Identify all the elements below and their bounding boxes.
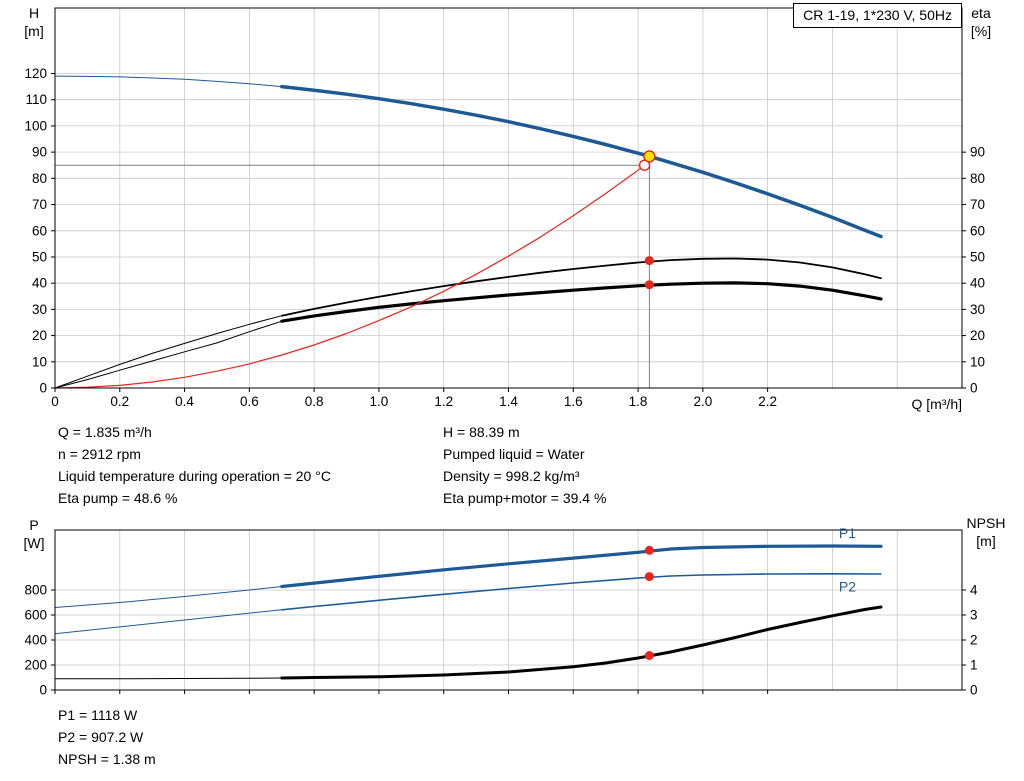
x-tick-label: 1.4 (499, 394, 518, 409)
curve-eta-pump-lead (54, 315, 283, 389)
curve-npsh-lead (54, 677, 283, 680)
eta-axis-label: eta (971, 5, 991, 21)
curve-eta-pump (280, 257, 882, 317)
left-tick-label: 100 (24, 118, 47, 133)
curve-eta-pump-motor (280, 281, 883, 323)
left-tick-label: 50 (32, 249, 47, 264)
info-density: Density = 998.2 kg/m³ (443, 468, 580, 484)
curve-npsh (280, 605, 883, 680)
npsh-point (644, 651, 654, 660)
left-tick-label: 0 (39, 683, 47, 698)
eta-pump-point (644, 256, 654, 266)
info-speed: n = 2912 rpm (58, 446, 141, 462)
x-tick-label: 0.6 (240, 394, 259, 409)
eta-axis-unit: [%] (970, 23, 992, 39)
p-axis-title: P [W] (14, 516, 54, 552)
right-tick-label: 30 (970, 302, 985, 317)
left-tick-label: 20 (32, 328, 47, 343)
x-tick-label: 2.2 (758, 394, 777, 409)
p1-point (644, 545, 654, 555)
left-tick-label: 120 (24, 66, 47, 81)
series-label-P2: P2 (839, 578, 856, 594)
curve-eta-pump-motor-lead (54, 320, 283, 389)
curve-system-curve (54, 164, 646, 389)
power-npsh-chart[interactable]: 0 200 400 600 800 0 1 2 3 4 P1 P2 (0, 505, 1024, 705)
x-tick-label: 2.0 (693, 394, 712, 409)
duty-info-col2: H = 88.39 m Pumped liquid = Water Densit… (443, 421, 606, 509)
left-tick-label: 90 (32, 145, 47, 160)
right-tick-label: 1 (970, 658, 978, 673)
x-tick-label: 1.0 (370, 394, 389, 409)
x-tick-label: 1.2 (434, 394, 453, 409)
right-tick-label: 2 (970, 633, 978, 648)
p-axis-label: P (29, 517, 39, 533)
left-tick-label: 80 (32, 171, 47, 186)
x-tick-label: 0.8 (305, 394, 324, 409)
npsh-axis-label: NPSH (966, 515, 1006, 531)
info-eta-pump: Eta pump = 48.6 % (58, 490, 178, 506)
p-axis-unit: [W] (23, 535, 45, 551)
eta-pump-motor-point (644, 280, 654, 290)
curve-p1-lead (54, 586, 283, 608)
p2-point (644, 572, 654, 582)
right-tick-label: 40 (970, 276, 985, 291)
power-info: P1 = 1118 W P2 = 907.2 W NPSH = 1.38 m (58, 704, 156, 770)
npsh-axis-unit: [m] (976, 533, 996, 549)
left-tick-label: 200 (24, 658, 47, 673)
x-tick-label: 0 (51, 394, 59, 409)
info-head: H = 88.39 m (443, 424, 520, 440)
x-tick-label: 0.2 (110, 394, 129, 409)
left-tick-label: 30 (32, 302, 47, 317)
left-tick-label: 600 (24, 608, 47, 623)
right-tick-label: 80 (970, 171, 985, 186)
info-flow: Q = 1.835 m³/h (58, 424, 152, 440)
left-tick-label: 10 (32, 354, 47, 369)
curve-p2-lead (54, 609, 283, 635)
right-tick-label: 70 (970, 197, 985, 212)
right-tick-label: 0 (970, 381, 978, 396)
h-axis-label: H (28, 5, 40, 21)
eta-axis-title: eta [%] (958, 4, 1004, 40)
right-tick-label: 20 (970, 328, 985, 343)
right-tick-label: 0 (970, 683, 978, 698)
right-tick-label: 3 (970, 608, 978, 623)
left-tick-label: 0 (39, 381, 47, 396)
duty-point[interactable] (643, 150, 656, 163)
h-axis-unit: [m] (24, 23, 44, 39)
x-tick-label: 0.4 (175, 394, 194, 409)
right-tick-label: 60 (970, 223, 985, 238)
left-tick-label: 400 (24, 633, 47, 648)
left-tick-label: 60 (32, 223, 47, 238)
info-eta-pump-motor: Eta pump+motor = 39.4 % (443, 490, 607, 506)
left-tick-label: 110 (25, 92, 47, 107)
info-liquid-temp: Liquid temperature during operation = 20… (58, 468, 331, 484)
npsh-axis-title: NPSH [m] (954, 514, 1018, 550)
left-tick-label: 800 (24, 583, 47, 598)
x-tick-label: 1.8 (629, 394, 648, 409)
curve-p2 (280, 573, 882, 611)
right-tick-label: 90 (970, 145, 985, 160)
curve-head (280, 84, 883, 239)
pump-title-box: CR 1-19, 1*230 V, 50Hz (793, 3, 962, 28)
left-tick-label: 70 (32, 197, 47, 212)
info-pumped-liquid: Pumped liquid = Water (443, 446, 585, 462)
series-label-P1: P1 (839, 525, 856, 541)
right-tick-label: 4 (970, 583, 978, 598)
info-npsh: NPSH = 1.38 m (58, 751, 156, 767)
h-axis-title: H [m] (14, 4, 54, 40)
q-axis-title: Q [m³/h] (911, 396, 962, 412)
x-tick-label: 1.6 (564, 394, 583, 409)
curve-head-lead (54, 75, 283, 88)
curve-p1 (280, 544, 883, 589)
left-tick-label: 40 (32, 276, 47, 291)
info-p2: P2 = 907.2 W (58, 729, 144, 745)
right-tick-label: 50 (970, 249, 985, 264)
qh-eta-chart[interactable]: 0 0.2 0.4 0.6 0.8 1.0 1.2 1.4 1.6 1.8 2.0 2.2 0 10 20 3… (0, 0, 1024, 420)
info-p1: P1 = 1118 W (58, 707, 138, 723)
duty-info-col1: Q = 1.835 m³/h n = 2912 rpm Liquid tempe… (58, 421, 331, 509)
right-tick-label: 10 (970, 354, 985, 369)
